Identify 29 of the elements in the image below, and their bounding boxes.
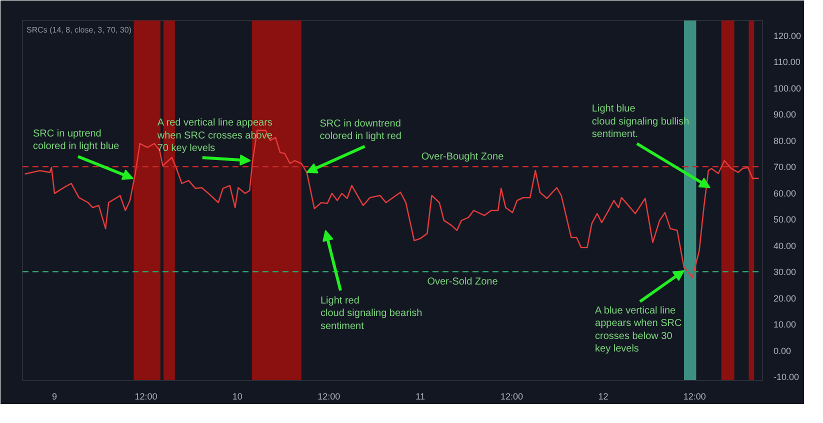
- y-tick-label: 50.00: [774, 214, 796, 225]
- annotation: SRC in uptrend colored in light blue: [33, 128, 120, 152]
- y-tick-label: 110.00: [774, 57, 800, 68]
- x-tick-label: 12:00: [318, 392, 340, 402]
- y-tick-label: 70.00: [774, 162, 796, 172]
- y-tick-label: 20.00: [774, 293, 796, 304]
- ref-line-label: Over-Bought Zone: [421, 152, 504, 163]
- y-tick-label: 90.00: [774, 110, 796, 120]
- x-tick-label: 12:00: [683, 392, 706, 402]
- y-tick-label: 60.00: [774, 188, 796, 198]
- x-tick-label: 10: [232, 392, 242, 402]
- x-tick-label: 9: [52, 392, 58, 402]
- y-tick-label: 30.00: [774, 267, 796, 278]
- x-tick-label: 12:00: [500, 392, 524, 402]
- y-tick-label: -10.00: [774, 372, 800, 382]
- ref-line-label: Over-Sold Zone: [427, 276, 498, 288]
- y-tick-label: 80.00: [774, 136, 796, 146]
- x-tick-label: 12: [598, 392, 608, 402]
- annotation: Light red cloud signaling bearish sentiment: [320, 296, 422, 332]
- y-tick-label: 120.00: [774, 30, 802, 41]
- annotation: A blue vertical line appears when SRC crosses below 30 key levels: [595, 306, 682, 355]
- y-tick-label: 40.00: [774, 240, 796, 251]
- text: SRCs (14, 8, close, 3, 70, 30): [26, 26, 132, 34]
- y-tick-label: 100.00: [774, 83, 802, 94]
- x-tick-label: 11: [416, 392, 425, 402]
- annotation: SRC in downtrend colored in light red: [320, 118, 402, 142]
- y-tick-label: 10.00: [774, 320, 796, 330]
- x-tick-label: 12:00: [134, 392, 158, 402]
- y-tick-label: 0.00: [774, 346, 792, 356]
